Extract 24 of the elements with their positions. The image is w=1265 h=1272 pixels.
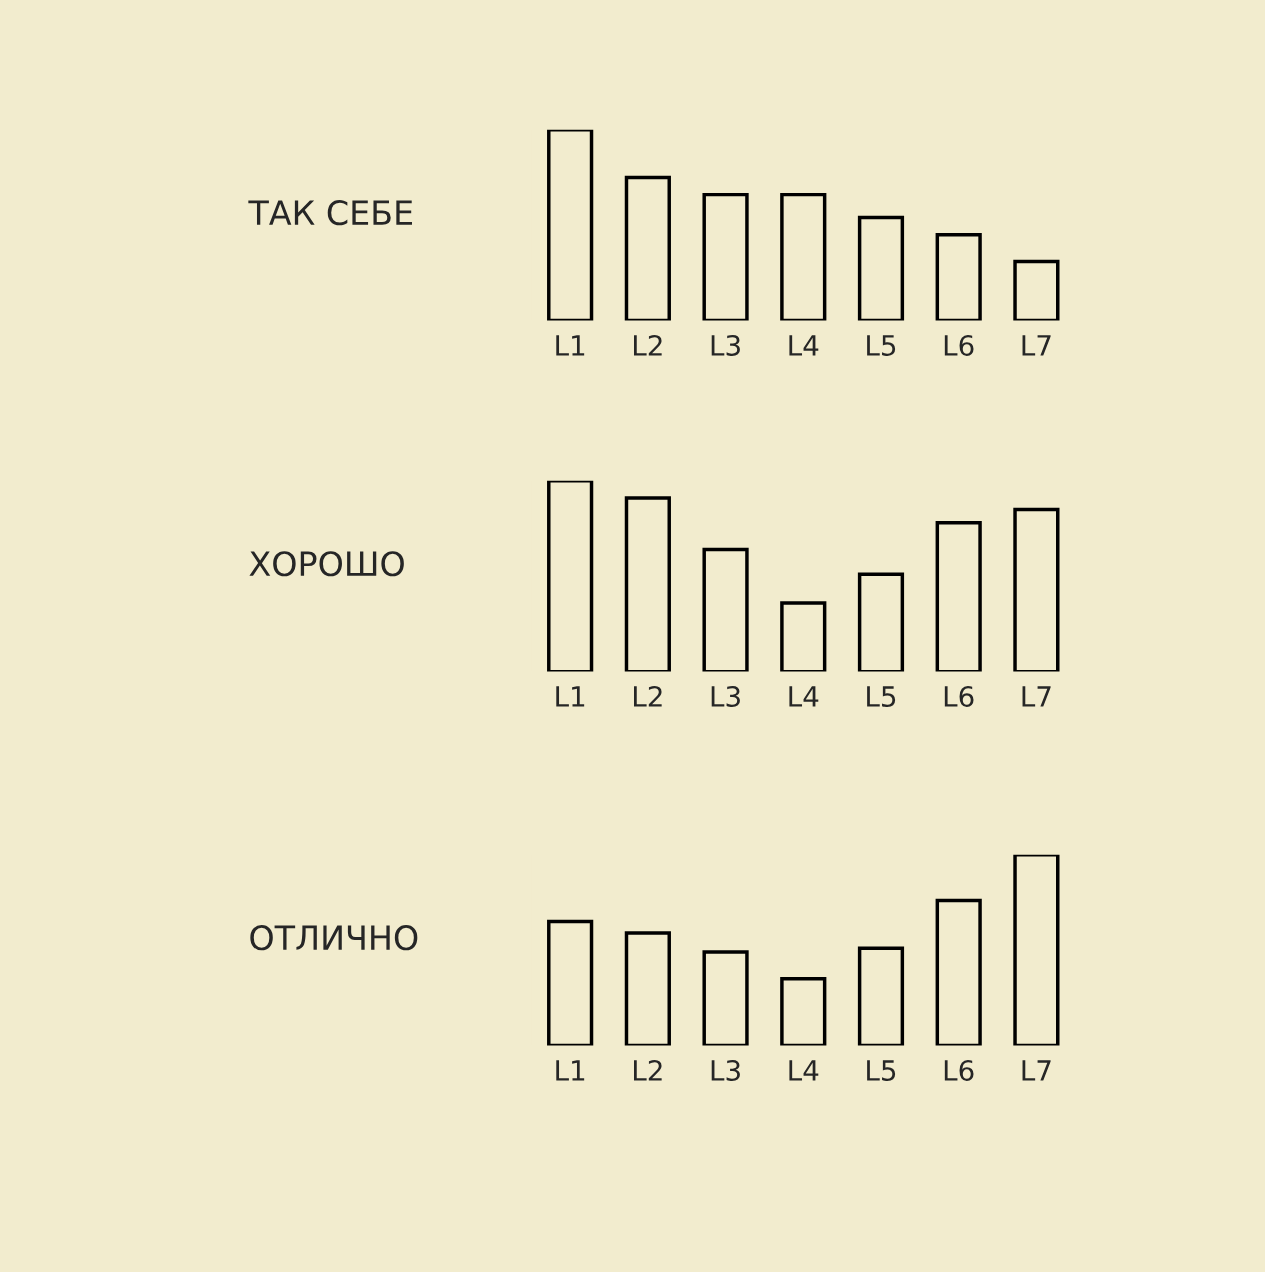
x-tick-label: L6 bbox=[944, 686, 974, 708]
x-tick-label: L1 bbox=[556, 686, 585, 707]
x-tick-label: L5 bbox=[867, 1060, 896, 1081]
x-tick-label: L7 bbox=[1022, 335, 1051, 356]
x-tick-label: L6 bbox=[944, 334, 974, 356]
x-tick-label: L3 bbox=[711, 1059, 740, 1081]
x-tick-label: L5 bbox=[867, 335, 896, 356]
text: ХОРОШО bbox=[249, 551, 404, 577]
x-tick-label: L3 bbox=[711, 686, 740, 708]
x-tick-label: L1 bbox=[556, 1060, 585, 1081]
x-tick-label: L2 bbox=[634, 1059, 662, 1081]
x-tick-label: L4 bbox=[789, 1060, 819, 1081]
x-tick-label: L4 bbox=[789, 686, 819, 707]
x-tick-label: L4 bbox=[789, 335, 819, 356]
x-tick-label: L1 bbox=[556, 335, 585, 356]
text: ТАК СЕБЕ bbox=[248, 200, 412, 226]
x-tick-label: L3 bbox=[711, 334, 740, 356]
x-tick-label: L7 bbox=[1022, 686, 1051, 707]
x-tick-label: L7 bbox=[1022, 1060, 1051, 1081]
x-tick-label: L2 bbox=[634, 686, 662, 707]
x-tick-label: L6 bbox=[944, 1059, 974, 1081]
text: ОТЛИЧНО bbox=[250, 925, 418, 951]
x-tick-label: L5 bbox=[867, 686, 896, 708]
x-tick-label: L2 bbox=[634, 334, 662, 356]
